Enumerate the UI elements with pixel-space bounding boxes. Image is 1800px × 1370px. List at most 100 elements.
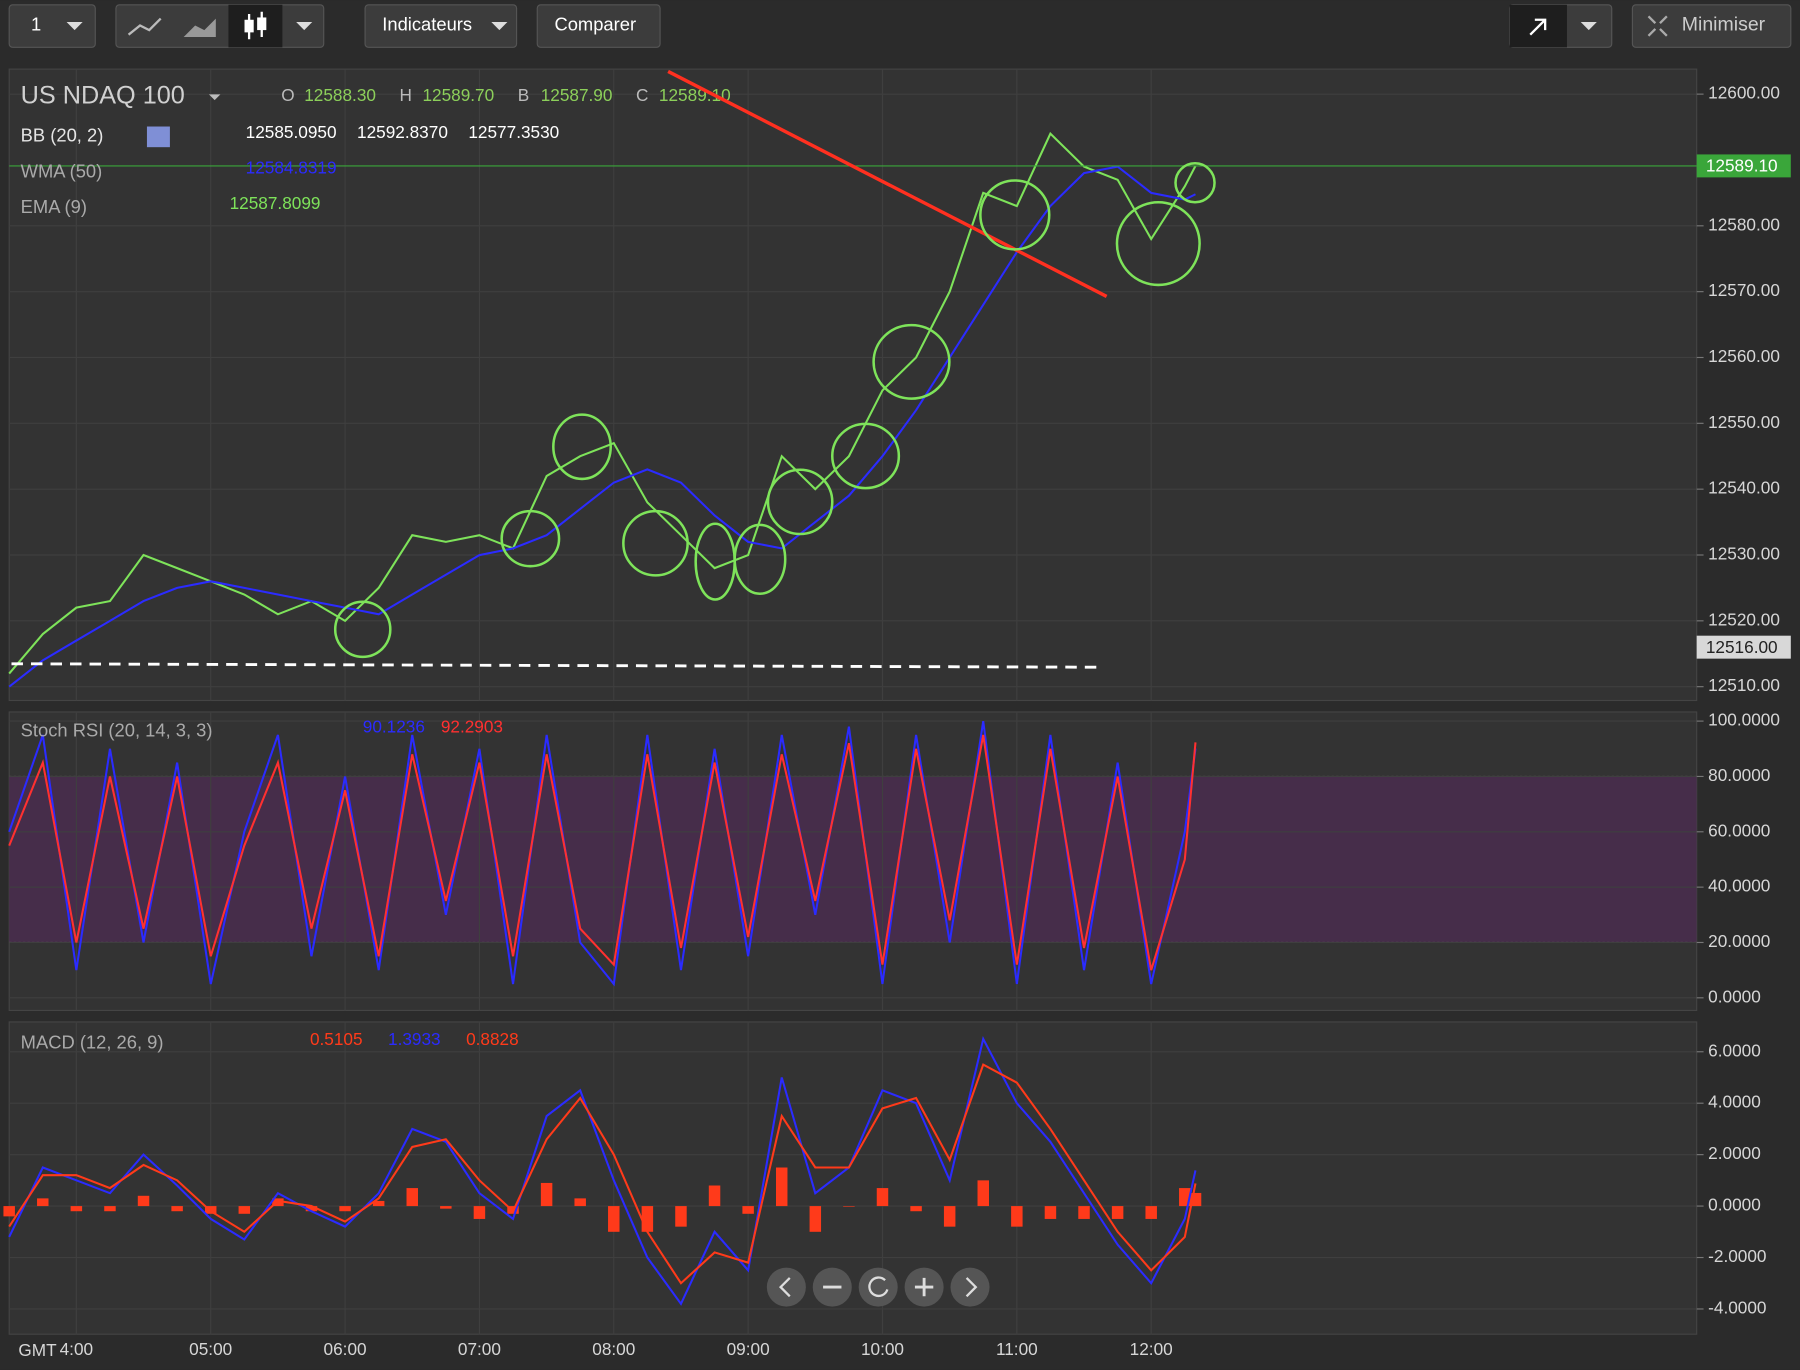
y-tick-label: -2.0000: [1708, 1246, 1766, 1266]
ohlc-key: C: [636, 85, 648, 105]
toolbar: 1 Indicateurs Comparer Minimiser: [8, 4, 1792, 48]
circle-mark: [333, 600, 392, 659]
circle-mark: [552, 413, 612, 481]
x-axis-label: GMT: [18, 1340, 57, 1360]
panel-readout: 0.8828: [466, 1029, 519, 1049]
histogram-bar: [608, 1206, 620, 1232]
y-tick-label: 12560.00: [1708, 346, 1780, 366]
x-tick-label: 07:00: [458, 1339, 501, 1359]
ohlc-key: O: [281, 85, 294, 105]
histogram-bar: [1011, 1206, 1023, 1227]
price-tag-label: 12589.10: [1706, 156, 1778, 176]
histogram-bar: [1179, 1188, 1191, 1207]
compare-label: Comparer: [554, 13, 636, 34]
y-tick-label: 12570.00: [1708, 280, 1780, 300]
indicators-button[interactable]: [364, 4, 518, 48]
panel-readout: 0.5105: [310, 1029, 363, 1049]
y-tick-label: 0.0000: [1708, 1195, 1761, 1215]
legend-readout: 12584.8319: [246, 158, 337, 178]
histogram-bar: [910, 1206, 922, 1212]
histogram-bar: [641, 1206, 654, 1232]
dropdown-arrow: [296, 22, 313, 31]
histogram-bar: [1111, 1206, 1124, 1219]
x-tick-label: 10:00: [861, 1339, 904, 1359]
x-tick-label: 05:00: [189, 1339, 232, 1359]
x-tick-label: 08:00: [592, 1339, 635, 1359]
minimize-button[interactable]: [1631, 4, 1792, 48]
histogram-bar: [37, 1198, 49, 1207]
y-tick-label: 12530.00: [1708, 544, 1780, 564]
dropdown-arrow: [1580, 22, 1597, 31]
circle-mark: [500, 509, 561, 568]
price-tag: [1696, 635, 1791, 659]
histogram-bar: [372, 1200, 385, 1207]
nav-left[interactable]: [766, 1267, 806, 1307]
y-tick-label: 60.0000: [1708, 820, 1770, 840]
series-line: [8, 734, 1197, 971]
histogram-bar: [3, 1206, 15, 1217]
y-tick-label: 6.0000: [1708, 1040, 1761, 1060]
line-icon: [127, 17, 162, 36]
reset[interactable]: [858, 1267, 898, 1307]
chart-type-group[interactable]: [115, 4, 325, 48]
histogram-bar: [876, 1188, 889, 1207]
histogram-bar: [775, 1167, 788, 1207]
histogram-bar: [137, 1195, 150, 1207]
panel-readout: 1.3933: [388, 1029, 441, 1049]
x-tick-label: 06:00: [324, 1339, 367, 1359]
ohlc-value: 12587.90: [541, 85, 613, 105]
charts: 12510.00 12520.00 12530.00 12540.00 12550.00…: [3, 68, 1791, 1360]
indicator-name: BB (20, 2): [21, 125, 104, 146]
y-tick-label: 12580.00: [1708, 214, 1780, 234]
ohlc-value: 12588.30: [304, 85, 376, 105]
dropdown-arrow: [208, 94, 221, 101]
y-tick-label: 100.0000: [1708, 710, 1780, 730]
legend-entry: EMA (9): [21, 196, 87, 217]
histogram-bar: [1078, 1206, 1090, 1219]
histogram-bar: [305, 1206, 318, 1212]
x-tick-label: 09:00: [727, 1339, 770, 1359]
histogram-bar: [1044, 1206, 1057, 1219]
panel: [8, 68, 1698, 702]
y-tick-label: 12510.00: [1708, 675, 1780, 695]
price-tag-label: 12516.00: [1706, 637, 1778, 657]
candle-icon-body: [244, 19, 254, 33]
ohlc-key: B: [518, 85, 529, 105]
legend-readout: 12587.8099: [230, 193, 321, 213]
histogram-bar: [473, 1206, 486, 1219]
y-tick-label: 12600.00: [1708, 83, 1780, 103]
candle-selected[interactable]: [228, 4, 283, 48]
circle-mark: [872, 323, 951, 400]
ohlc-key: H: [399, 85, 411, 105]
circle-mark: [1174, 161, 1216, 204]
ohlc-value: 12589.70: [422, 85, 494, 105]
arrow-icon: [1529, 18, 1547, 36]
histogram-bar: [1145, 1206, 1157, 1219]
y-tick-label: 80.0000: [1708, 765, 1770, 785]
panel-title: Stoch RSI (20, 14, 3, 3): [21, 719, 213, 740]
y-tick-label: 4.0000: [1708, 1092, 1761, 1112]
dropdown-arrow: [66, 22, 83, 31]
histogram-bar: [339, 1206, 351, 1212]
y-tick-label: -4.0000: [1708, 1298, 1766, 1318]
series-line: [8, 721, 1197, 987]
interval-button[interactable]: [8, 4, 96, 48]
visibility-toggle[interactable]: [146, 126, 170, 148]
band: [9, 776, 1697, 943]
candle-icon-body: [257, 17, 267, 31]
histogram-bar: [70, 1206, 83, 1212]
y-tick-label: 40.0000: [1708, 876, 1770, 896]
compare-button[interactable]: [536, 4, 661, 48]
annotations: [11, 69, 1216, 669]
y-tick-label: 12520.00: [1708, 609, 1780, 629]
y-tick-label: 12540.00: [1708, 478, 1780, 498]
x-tick-label: 11:00: [996, 1339, 1038, 1359]
support-line: [11, 662, 1097, 669]
nav-icon: [965, 1277, 978, 1298]
histogram-bar: [406, 1188, 418, 1207]
nav-icon: [914, 1277, 934, 1297]
nav-right[interactable]: [950, 1267, 990, 1307]
trend-line: [667, 69, 1108, 298]
indicator-readout: 12592.8370: [357, 122, 448, 142]
series-line: [8, 1035, 1197, 1306]
